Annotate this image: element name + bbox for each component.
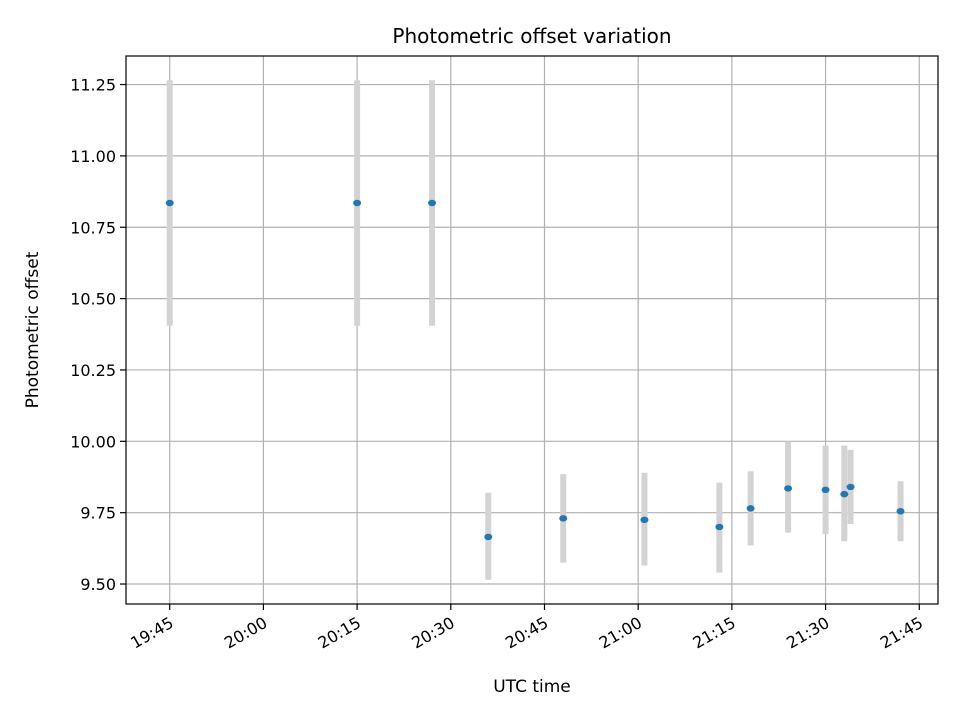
y-tick-label: 10.25 [70,361,116,380]
data-point [640,516,649,524]
x-tick-label: 21:30 [783,613,832,653]
y-axis-title: Photometric offset [23,251,43,408]
data-point [840,490,849,498]
data-point [165,199,174,207]
y-tick-label: 9.75 [80,504,116,523]
y-tick-label: 11.00 [70,147,116,166]
x-tick-label: 21:45 [877,613,926,653]
y-axis-ticks: 9.50 9.75 10.00 10.25 10.50 10.75 11.00 11.25 [70,76,126,594]
data-point [746,505,755,512]
x-tick-label: 19:45 [127,613,176,653]
data-point [846,483,855,491]
y-tick-label: 11.25 [70,76,116,95]
data-point [784,485,793,492]
x-tick-label: 20:30 [408,613,457,653]
data-point [353,199,362,207]
y-tick-label: 10.50 [70,290,116,309]
data-point [484,533,493,541]
chart-title: Photometric offset variation [392,24,671,48]
x-tick-label: 20:00 [221,613,270,653]
x-tick-label: 21:15 [689,613,738,653]
plot-frame [125,55,939,605]
data-point [428,199,437,207]
data-point [821,486,830,494]
error-bars [166,80,904,580]
x-tick-label: 21:00 [596,613,645,653]
y-tick-label: 10.00 [70,432,116,451]
data-point [715,523,724,531]
x-axis-ticks: 19:45 20:00 20:15 20:30 20:45 21:00 21:15 21:30… [127,604,926,653]
y-tick-label: 10.75 [70,218,116,237]
x-tick-label: 20:45 [502,613,551,653]
grid-lines [126,56,938,604]
y-tick-label: 9.50 [80,575,116,594]
data-point [559,515,568,522]
data-point [896,508,905,515]
x-axis-title: UTC time [493,677,571,697]
x-tick-label: 20:15 [315,613,364,653]
data-points [165,199,905,541]
